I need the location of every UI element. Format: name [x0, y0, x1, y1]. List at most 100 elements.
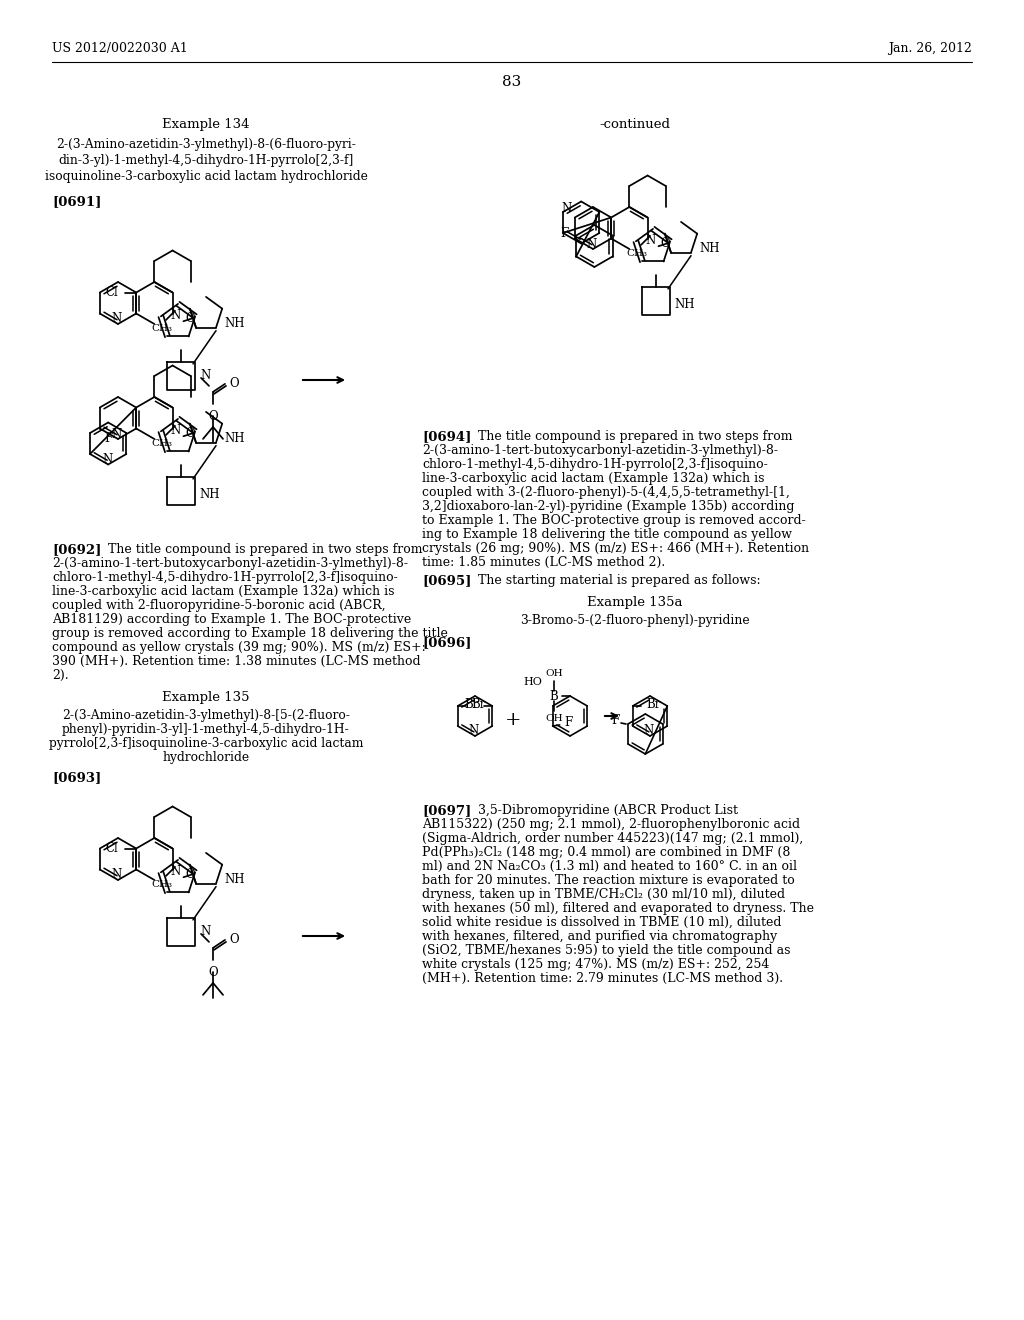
Text: Cl: Cl	[105, 842, 118, 855]
Text: Br: Br	[472, 697, 486, 710]
Text: CH₃: CH₃	[627, 249, 647, 257]
Text: NH: NH	[199, 488, 219, 502]
Text: with hexanes, filtered, and purified via chromatography: with hexanes, filtered, and purified via…	[422, 931, 777, 942]
Text: O: O	[185, 426, 195, 440]
Text: HO: HO	[523, 677, 542, 686]
Text: NH: NH	[224, 317, 245, 330]
Text: white crystals (125 mg; 47%). MS (m/z) ES+: 252, 254: white crystals (125 mg; 47%). MS (m/z) E…	[422, 958, 769, 972]
Text: 3,2]dioxaboro-lan-2-yl)-pyridine (Example 135b) according: 3,2]dioxaboro-lan-2-yl)-pyridine (Exampl…	[422, 500, 795, 513]
Text: N: N	[562, 202, 572, 215]
Text: din-3-yl)-1-methyl-4,5-dihydro-1H-pyrrolo[2,3-f]: din-3-yl)-1-methyl-4,5-dihydro-1H-pyrrol…	[58, 154, 353, 168]
Text: Cl: Cl	[105, 286, 118, 300]
Text: chloro-1-methyl-4,5-dihydro-1H-pyrrolo[2,3-f]isoquino-: chloro-1-methyl-4,5-dihydro-1H-pyrrolo[2…	[422, 458, 768, 471]
Text: line-3-carboxylic acid lactam (Example 132a) which is: line-3-carboxylic acid lactam (Example 1…	[422, 473, 765, 484]
Text: N: N	[644, 725, 654, 738]
Text: N: N	[171, 424, 181, 437]
Text: O: O	[229, 933, 239, 946]
Text: OH: OH	[545, 669, 563, 678]
Text: NH: NH	[224, 432, 245, 445]
Text: [0692]: [0692]	[52, 543, 101, 556]
Text: NH: NH	[674, 298, 694, 312]
Text: [0696]: [0696]	[422, 636, 471, 649]
Text: 3,5-Dibromopyridine (ABCR Product List: 3,5-Dibromopyridine (ABCR Product List	[474, 804, 738, 817]
Text: Example 135: Example 135	[162, 690, 250, 704]
Text: chloro-1-methyl-4,5-dihydro-1H-pyrrolo[2,3-f]isoquino-: chloro-1-methyl-4,5-dihydro-1H-pyrrolo[2…	[52, 572, 397, 583]
Text: F: F	[104, 433, 113, 446]
Text: Example 135a: Example 135a	[587, 597, 683, 609]
Text: [0694]: [0694]	[422, 430, 471, 444]
Text: ml) and 2N Na₂CO₃ (1.3 ml) and heated to 160° C. in an oil: ml) and 2N Na₂CO₃ (1.3 ml) and heated to…	[422, 861, 797, 873]
Text: N: N	[171, 309, 181, 322]
Text: N: N	[112, 428, 122, 441]
Text: CH₃: CH₃	[152, 323, 172, 333]
Text: N: N	[469, 725, 479, 738]
Text: line-3-carboxylic acid lactam (Example 132a) which is: line-3-carboxylic acid lactam (Example 1…	[52, 585, 394, 598]
Text: with hexanes (50 ml), filtered and evaporated to dryness. The: with hexanes (50 ml), filtered and evapo…	[422, 902, 814, 915]
Text: N: N	[102, 453, 113, 466]
Text: coupled with 3-(2-fluoro-phenyl)-5-(4,4,5,5-tetramethyl-[1,: coupled with 3-(2-fluoro-phenyl)-5-(4,4,…	[422, 486, 790, 499]
Text: Jan. 26, 2012: Jan. 26, 2012	[888, 42, 972, 55]
Text: [0695]: [0695]	[422, 574, 471, 587]
Text: CH₃: CH₃	[152, 438, 172, 447]
Text: AB115322) (250 mg; 2.1 mmol), 2-fluorophenylboronic acid: AB115322) (250 mg; 2.1 mmol), 2-fluoroph…	[422, 818, 800, 832]
Text: bath for 20 minutes. The reaction mixture is evaporated to: bath for 20 minutes. The reaction mixtur…	[422, 874, 795, 887]
Text: Pd(PPh₃)₂Cl₂ (148 mg; 0.4 mmol) are combined in DMF (8: Pd(PPh₃)₂Cl₂ (148 mg; 0.4 mmol) are comb…	[422, 846, 791, 859]
Text: US 2012/0022030 A1: US 2012/0022030 A1	[52, 42, 187, 55]
Text: (MH+). Retention time: 2.79 minutes (LC-MS method 3).: (MH+). Retention time: 2.79 minutes (LC-…	[422, 972, 783, 985]
Text: compound as yellow crystals (39 mg; 90%). MS (m/z) ES+:: compound as yellow crystals (39 mg; 90%)…	[52, 642, 426, 653]
Text: coupled with 2-fluoropyridine-5-boronic acid (ABCR,: coupled with 2-fluoropyridine-5-boronic …	[52, 599, 386, 612]
Text: N: N	[200, 370, 210, 383]
Text: 83: 83	[503, 75, 521, 88]
Text: OH: OH	[545, 714, 563, 723]
Text: Example 134: Example 134	[162, 117, 250, 131]
Text: N: N	[112, 869, 122, 882]
Text: N: N	[646, 234, 656, 247]
Text: [0693]: [0693]	[52, 771, 101, 784]
Text: (Sigma-Aldrich, order number 445223)(147 mg; (2.1 mmol),: (Sigma-Aldrich, order number 445223)(147…	[422, 832, 803, 845]
Text: -continued: -continued	[599, 117, 671, 131]
Text: O: O	[208, 411, 218, 422]
Text: +: +	[505, 711, 521, 729]
Text: O: O	[660, 236, 670, 249]
Text: 2-(3-Amino-azetidin-3-ylmethyl)-8-(6-fluoro-pyri-: 2-(3-Amino-azetidin-3-ylmethyl)-8-(6-flu…	[56, 139, 356, 150]
Text: [0697]: [0697]	[422, 804, 471, 817]
Text: ing to Example 18 delivering the title compound as yellow: ing to Example 18 delivering the title c…	[422, 528, 792, 541]
Text: to Example 1. The BOC-protective group is removed accord-: to Example 1. The BOC-protective group i…	[422, 513, 806, 527]
Text: F: F	[560, 227, 568, 240]
Text: isoquinoline-3-carboxylic acid lactam hydrochloride: isoquinoline-3-carboxylic acid lactam hy…	[45, 170, 368, 183]
Text: NH: NH	[224, 873, 245, 886]
Text: N: N	[171, 865, 181, 878]
Text: F: F	[564, 717, 573, 730]
Text: 2-(3-amino-1-tert-butoxycarbonyl-azetidin-3-ylmethyl)-8-: 2-(3-amino-1-tert-butoxycarbonyl-azetidi…	[52, 557, 408, 570]
Text: AB181129) according to Example 1. The BOC-protective: AB181129) according to Example 1. The BO…	[52, 612, 412, 626]
Text: Br: Br	[464, 697, 478, 710]
Text: crystals (26 mg; 90%). MS (m/z) ES+: 466 (MH+). Retention: crystals (26 mg; 90%). MS (m/z) ES+: 466…	[422, 543, 809, 554]
Text: solid white residue is dissolved in TBME (10 ml), diluted: solid white residue is dissolved in TBME…	[422, 916, 781, 929]
Text: O: O	[185, 312, 195, 325]
Text: 3-Bromo-5-(2-fluoro-phenyl)-pyridine: 3-Bromo-5-(2-fluoro-phenyl)-pyridine	[520, 614, 750, 627]
Text: O: O	[229, 378, 239, 391]
Text: NH: NH	[699, 242, 720, 255]
Text: 390 (MH+). Retention time: 1.38 minutes (LC-MS method: 390 (MH+). Retention time: 1.38 minutes …	[52, 655, 421, 668]
Text: group is removed according to Example 18 delivering the title: group is removed according to Example 18…	[52, 627, 447, 640]
Text: B: B	[550, 689, 558, 702]
Text: N: N	[112, 313, 122, 326]
Text: [0691]: [0691]	[52, 195, 101, 209]
Text: N: N	[587, 238, 597, 251]
Text: O: O	[208, 966, 218, 979]
Text: 2-(3-Amino-azetidin-3-ylmethyl)-8-[5-(2-fluoro-: 2-(3-Amino-azetidin-3-ylmethyl)-8-[5-(2-…	[62, 709, 350, 722]
Text: N: N	[200, 925, 210, 939]
Text: pyrrolo[2,3-f]isoquinoline-3-carboxylic acid lactam: pyrrolo[2,3-f]isoquinoline-3-carboxylic …	[49, 737, 364, 750]
Text: 2).: 2).	[52, 669, 69, 682]
Text: The title compound is prepared in two steps from: The title compound is prepared in two st…	[104, 543, 423, 556]
Text: (SiO2, TBME/hexanes 5:95) to yield the title compound as: (SiO2, TBME/hexanes 5:95) to yield the t…	[422, 944, 791, 957]
Text: O: O	[185, 867, 195, 880]
Text: hydrochloride: hydrochloride	[163, 751, 250, 764]
Text: time: 1.85 minutes (LC-MS method 2).: time: 1.85 minutes (LC-MS method 2).	[422, 556, 666, 569]
Text: F: F	[611, 714, 620, 727]
Text: Br: Br	[647, 697, 662, 710]
Text: CH₃: CH₃	[152, 880, 172, 888]
Text: The starting material is prepared as follows:: The starting material is prepared as fol…	[474, 574, 761, 587]
Text: dryness, taken up in TBME/CH₂Cl₂ (30 ml/10 ml), diluted: dryness, taken up in TBME/CH₂Cl₂ (30 ml/…	[422, 888, 785, 902]
Text: The title compound is prepared in two steps from: The title compound is prepared in two st…	[474, 430, 793, 444]
